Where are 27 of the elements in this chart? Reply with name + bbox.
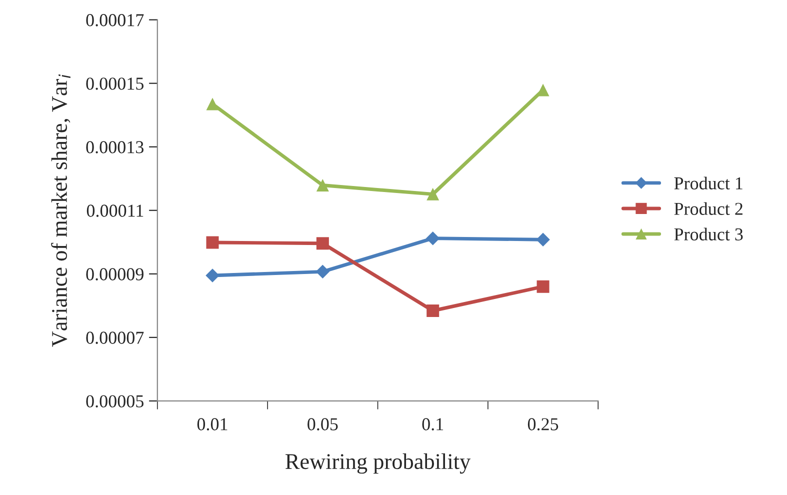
y-tick-label: 0.00011 bbox=[86, 204, 144, 217]
point bbox=[426, 304, 440, 317]
legend-label: Product 2 bbox=[674, 202, 742, 215]
x-tick-label: 0.1 bbox=[422, 418, 444, 430]
point bbox=[316, 264, 330, 279]
x-tick-label: 0.25 bbox=[528, 418, 558, 430]
y-tick-label: 0.00017 bbox=[86, 14, 144, 26]
point bbox=[206, 98, 219, 110]
legend-label: Product 3 bbox=[674, 228, 743, 240]
point bbox=[316, 179, 329, 192]
point bbox=[426, 188, 440, 200]
x-tick-label: 0.01 bbox=[197, 418, 228, 430]
y-tick-label: 0.00013 bbox=[86, 141, 144, 154]
point bbox=[536, 232, 550, 246]
y-tick-label: 0.00015 bbox=[86, 78, 144, 90]
x-tick-label: 0.05 bbox=[308, 418, 338, 430]
point bbox=[536, 280, 550, 293]
y-tick-label: 0.00009 bbox=[86, 268, 144, 280]
point bbox=[206, 268, 220, 282]
point bbox=[206, 236, 219, 249]
point bbox=[316, 237, 329, 250]
y-tick-label: 0.00005 bbox=[86, 395, 144, 408]
y-tick-label: 0.00007 bbox=[86, 332, 144, 344]
x-axis-title: Rewiring probability bbox=[286, 453, 471, 474]
y-axis-title: Variance of market share, Var$_{i}$ bbox=[51, 74, 70, 347]
legend-label: Product 1 bbox=[674, 176, 742, 190]
point bbox=[426, 231, 440, 246]
